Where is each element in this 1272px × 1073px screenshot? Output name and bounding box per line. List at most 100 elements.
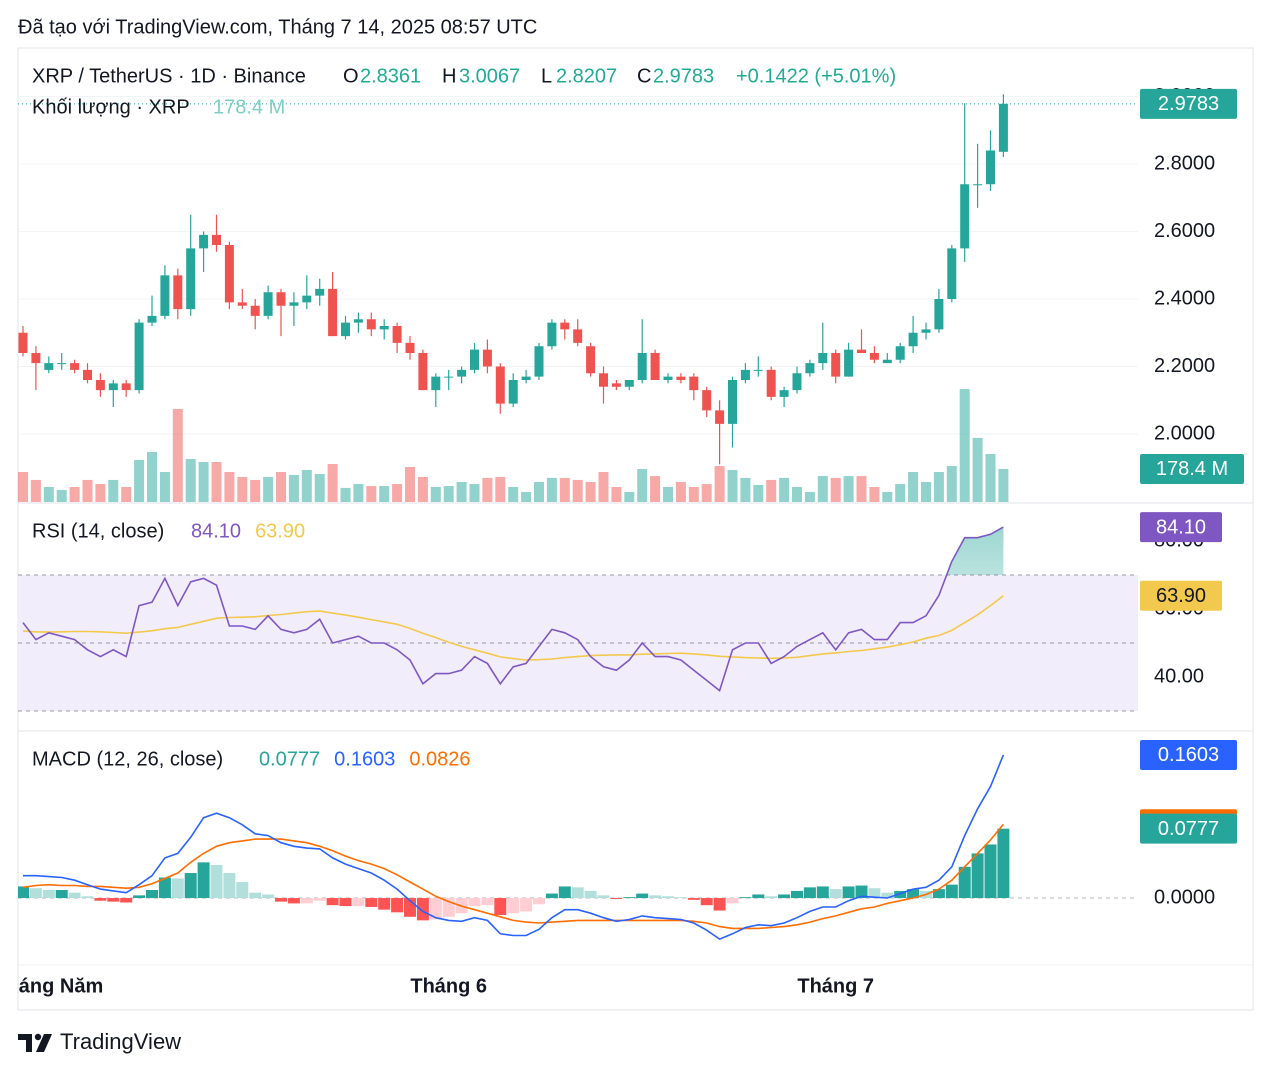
- price-badge-label: 0.1603: [1158, 744, 1219, 766]
- candle-body: [95, 379, 105, 391]
- candle-body: [586, 346, 596, 374]
- volume-bar: [611, 486, 622, 502]
- macd-histogram-bar: [287, 898, 300, 904]
- macd-line: [23, 754, 1005, 941]
- volume-bar: [43, 486, 54, 502]
- macd-histogram-bar: [184, 873, 197, 899]
- volume-bar: [688, 486, 699, 502]
- macd-histogram-bar: [739, 897, 752, 899]
- macd-histogram-bar: [932, 889, 945, 899]
- macd-histogram-bar: [107, 898, 120, 902]
- candle-body: [31, 352, 41, 364]
- macd-histogram-bar: [378, 898, 391, 910]
- volume-bar: [276, 471, 286, 502]
- candle-body: [766, 369, 776, 397]
- macd-histogram-bar: [997, 828, 1010, 899]
- macd-histogram-bar: [597, 895, 610, 899]
- macd-histogram-bar: [94, 898, 107, 901]
- candle-body: [341, 322, 350, 337]
- rsi-overbought-fill: [946, 527, 1004, 576]
- volume-bar: [314, 474, 325, 502]
- y-tick-label: 2.4000: [1154, 287, 1215, 309]
- price-badge-label: 178.4 M: [1156, 458, 1228, 480]
- volume-bar: [985, 454, 996, 502]
- candle-body: [212, 234, 221, 246]
- candle-body: [689, 376, 699, 391]
- rsi-line: [22, 595, 1004, 661]
- macd-histogram-bar: [146, 890, 158, 899]
- volume-bar: [134, 459, 145, 502]
- candle-body: [663, 376, 673, 380]
- macd-histogram-bar: [158, 877, 171, 899]
- volume-bar: [69, 486, 80, 502]
- volume-bar: [933, 471, 944, 502]
- candle-body: [792, 373, 802, 391]
- macd-histogram-bar: [494, 898, 507, 916]
- candle-body: [779, 390, 789, 397]
- candle-body: [650, 352, 660, 380]
- x-tick-label: Tháng 7: [797, 975, 874, 997]
- candle-body: [444, 376, 454, 378]
- macd-histogram-bar: [803, 887, 816, 899]
- volume-bar: [727, 469, 738, 502]
- volume-bar: [508, 486, 519, 502]
- volume-bar: [108, 479, 119, 502]
- volume-bar: [895, 484, 906, 502]
- volume-bar: [817, 476, 828, 502]
- volume-bar: [559, 477, 570, 502]
- rsi-legend-value: 63.90: [255, 520, 305, 542]
- volume-bar: [82, 479, 93, 502]
- volume-bar: [572, 479, 583, 502]
- legend-key: C: [637, 65, 651, 87]
- candle-body: [753, 369, 763, 371]
- candle-body: [844, 349, 854, 377]
- volume-bar: [521, 491, 532, 502]
- candle-body: [44, 363, 54, 370]
- volume-bar: [340, 487, 351, 502]
- volume-bar: [779, 477, 790, 502]
- symbol-title: XRP / TetherUS · 1D · Binance: [32, 65, 306, 87]
- candle-body: [508, 379, 518, 404]
- legend-key: O: [343, 65, 359, 87]
- volume-bar: [675, 481, 686, 502]
- volume-bar: [18, 471, 28, 502]
- volume-bar: [766, 479, 777, 502]
- macd-histogram-bar: [42, 890, 55, 899]
- price-badge-label: 84.10: [1156, 516, 1206, 538]
- macd-histogram-bar: [584, 890, 597, 899]
- candle-body: [882, 359, 892, 364]
- candle-body: [611, 383, 621, 387]
- macd-histogram-bar: [971, 853, 984, 899]
- macd-histogram-bar: [649, 895, 662, 899]
- logo-bar: [18, 1034, 32, 1052]
- macd-histogram-bar: [18, 886, 29, 899]
- rsi-title: RSI (14, close): [32, 520, 164, 542]
- macd-legend-value: 0.0777: [259, 748, 320, 770]
- volume-bar: [95, 484, 106, 502]
- macd-histogram-bar: [623, 897, 636, 899]
- volume-bar: [121, 486, 132, 502]
- candle-body: [160, 275, 170, 316]
- y-tick-label: 2.8000: [1154, 152, 1215, 174]
- macd-histogram-bar: [210, 865, 223, 899]
- y-tick-label: 0.0000: [1154, 886, 1215, 908]
- volume-bar: [882, 491, 893, 502]
- candle-body: [173, 275, 183, 310]
- candle-body: [998, 103, 1008, 152]
- macd-histogram-bar: [868, 888, 881, 899]
- y-tick-label: 40.00: [1154, 665, 1204, 687]
- volume-bar: [585, 481, 596, 502]
- rsi-legend-value: 84.10: [191, 520, 241, 542]
- volume-bar: [959, 389, 970, 502]
- macd-histogram-bar: [842, 886, 855, 899]
- frame: [17, 47, 1254, 1011]
- macd-histogram-bar: [120, 898, 133, 903]
- legend-key: H: [442, 65, 456, 87]
- volume-bar: [546, 477, 557, 502]
- y-tick-label: 2.0000: [1154, 422, 1215, 444]
- macd-histogram-bar: [855, 885, 868, 899]
- volume-bar: [211, 461, 222, 502]
- candle-body: [431, 376, 441, 391]
- volume-bar: [379, 486, 390, 502]
- macd-histogram-bar: [429, 898, 442, 920]
